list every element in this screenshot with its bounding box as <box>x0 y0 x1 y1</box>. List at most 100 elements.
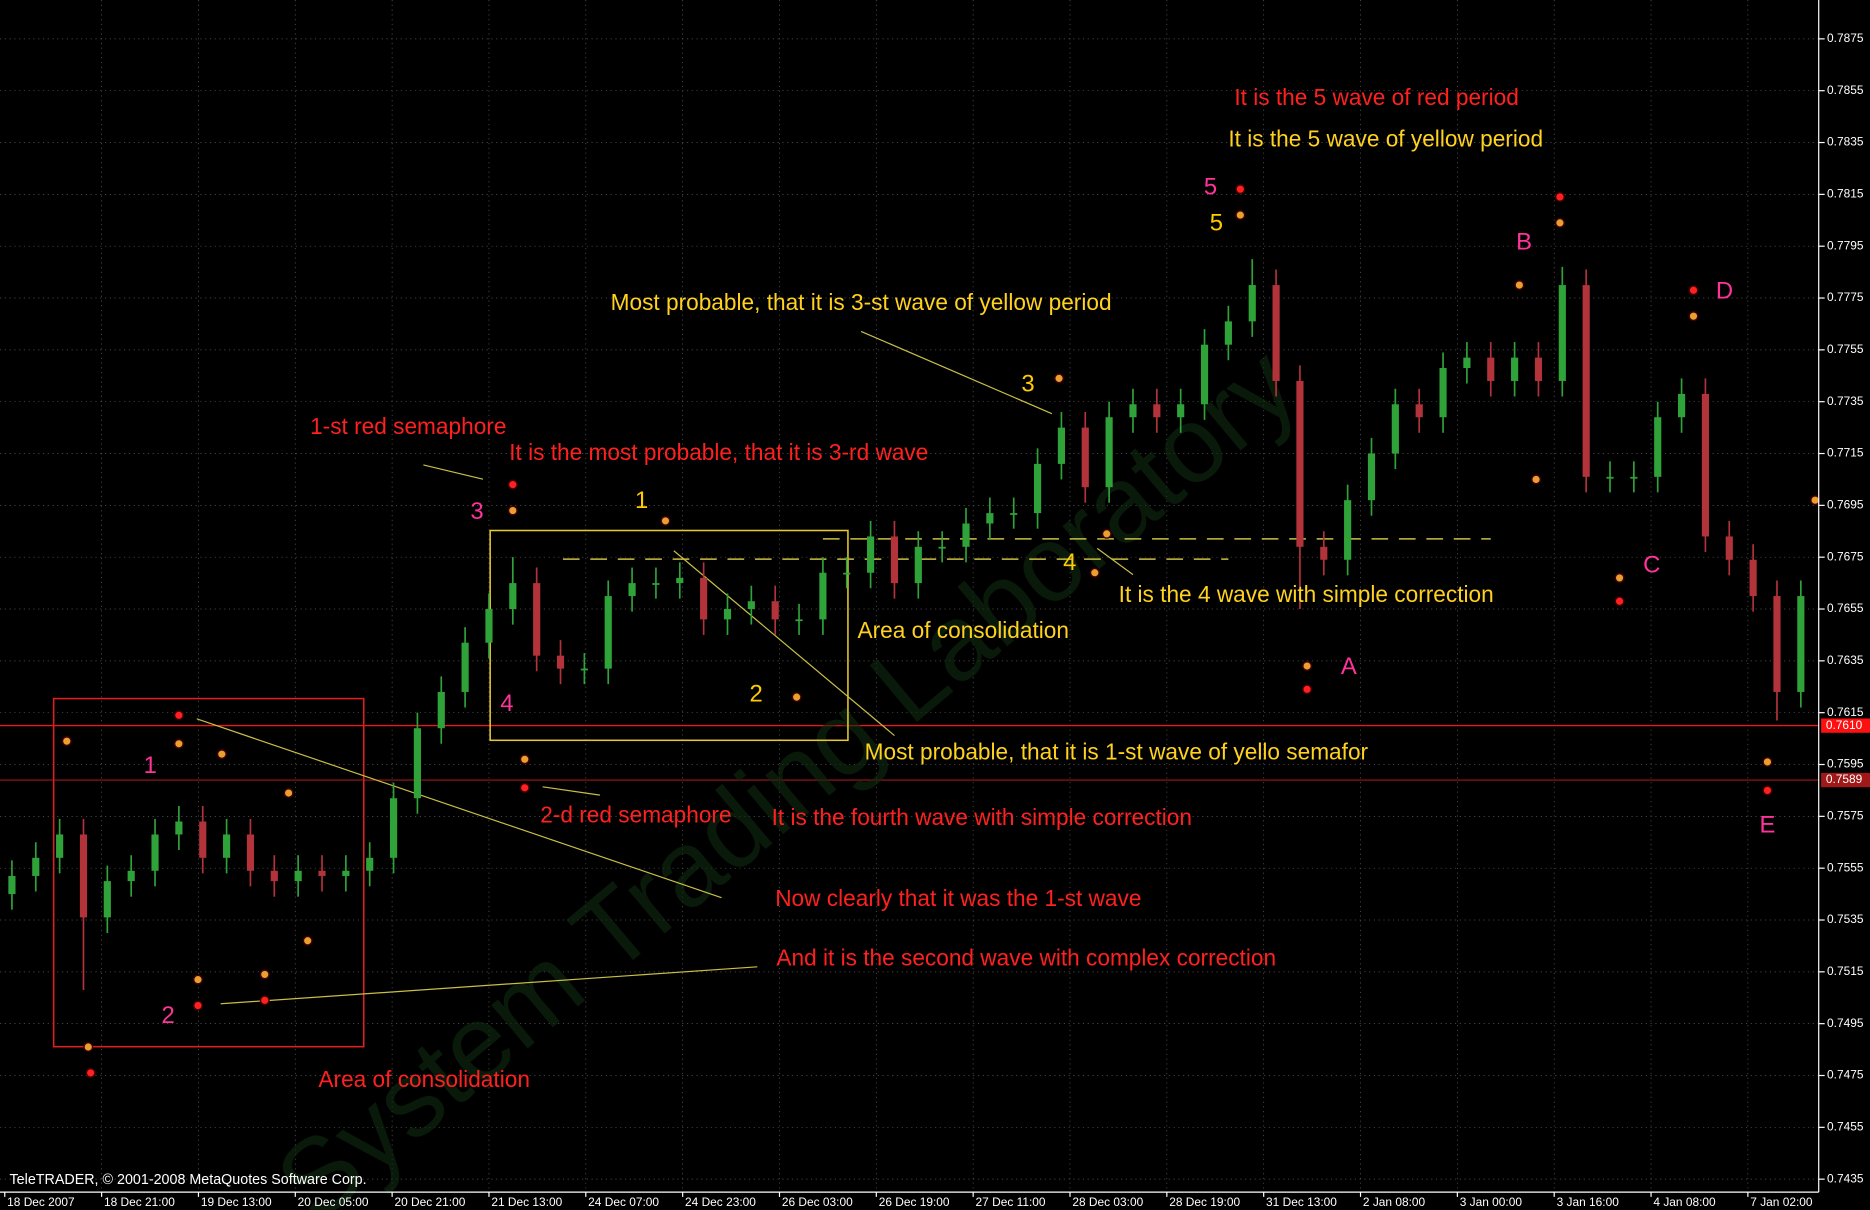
pointer-line <box>423 464 484 480</box>
semaphore-dot <box>216 749 227 760</box>
price-label: 0.7589 <box>1826 772 1863 786</box>
candle-body <box>175 821 183 835</box>
candle-body <box>1701 393 1709 537</box>
semaphore-dot <box>519 782 530 793</box>
candle-body <box>1677 393 1686 418</box>
semaphore-dot <box>173 738 184 749</box>
candle-body <box>1177 404 1185 418</box>
candle-body <box>32 857 40 876</box>
candle-body <box>79 834 88 918</box>
candle-body <box>1534 357 1543 381</box>
candle-body <box>1391 404 1399 454</box>
x-tick-label: 18 Dec 21:00 <box>104 1195 175 1209</box>
price-label-box <box>1821 718 1870 733</box>
pointer-line <box>196 718 722 899</box>
y-tick-label: 0.7835 <box>1827 135 1864 149</box>
annotation: It is the most probable, that it is 3-rd… <box>509 439 928 465</box>
semaphore-dot <box>791 692 802 703</box>
candle-body <box>103 881 111 918</box>
candle-body <box>747 601 755 610</box>
x-tick-label: 31 Dec 13:00 <box>1266 1195 1337 1209</box>
annotation: It is the 4 wave with simple correction <box>1119 581 1494 607</box>
candle-body <box>914 546 922 584</box>
candle-body <box>1558 285 1566 381</box>
candle-body <box>151 834 159 871</box>
candle-body <box>723 609 732 620</box>
annotation: And it is the second wave with complex c… <box>776 945 1276 971</box>
candle-body <box>199 821 207 858</box>
semaphore-dot <box>1302 661 1313 672</box>
candle-body <box>1654 417 1662 477</box>
semaphore-dot <box>1688 311 1699 322</box>
candle-body <box>366 857 374 871</box>
candle-body <box>1248 285 1256 322</box>
y-tick-label: 0.7495 <box>1827 1016 1864 1030</box>
semaphore-dot <box>1554 191 1565 202</box>
candle-body <box>819 572 827 620</box>
candle-body <box>986 513 994 524</box>
candle-body <box>1797 596 1805 692</box>
y-tick-label: 0.7675 <box>1827 549 1864 563</box>
candle-body <box>127 870 135 882</box>
x-tick-label: 4 Jan 08:00 <box>1653 1195 1716 1209</box>
semaphore-dot <box>1762 785 1773 796</box>
candle-body <box>1606 476 1614 479</box>
candle-body <box>437 691 445 729</box>
candle-body <box>294 870 302 882</box>
semaphore-dot <box>1614 572 1625 583</box>
candle-body <box>1725 536 1733 560</box>
semaphore-dot <box>1514 280 1525 291</box>
price-label: 0.7610 <box>1826 718 1863 732</box>
semaphore-dot <box>83 1041 94 1052</box>
candle-body <box>843 572 851 575</box>
candle-body <box>509 583 517 610</box>
annotation: 1-st red semaphore <box>310 413 506 439</box>
annotation: It is the 5 wave of red period <box>1234 84 1518 110</box>
semaphore-dot <box>507 479 518 490</box>
x-tick-label: 3 Jan 16:00 <box>1557 1195 1620 1209</box>
annotation: Most probable, that it is 1-st wave of y… <box>865 738 1369 764</box>
semaphore-dot <box>1810 495 1821 506</box>
y-tick-label: 0.7735 <box>1827 394 1864 408</box>
semaphore-dot <box>283 788 294 799</box>
semaphore-dot <box>1762 756 1773 767</box>
y-tick-label: 0.7515 <box>1827 964 1864 978</box>
candle-body <box>1487 357 1495 381</box>
y-tick-label: 0.7555 <box>1827 860 1864 874</box>
candle-body <box>556 655 565 669</box>
candle-body <box>771 601 779 620</box>
semaphore-dot <box>192 974 203 985</box>
candle-body <box>890 536 899 584</box>
candle-body <box>246 834 255 871</box>
candle-body <box>676 577 684 584</box>
x-tick-label: 7 Jan 02:00 <box>1750 1195 1813 1209</box>
semaphore-dot <box>1531 474 1542 485</box>
annotation: Area of consolidation <box>318 1066 529 1092</box>
pointer-line <box>220 966 758 1005</box>
price-label-box <box>1821 772 1870 788</box>
wave-label: 3 <box>1021 370 1034 397</box>
y-tick-label: 0.7435 <box>1827 1171 1864 1185</box>
wave-label: 1 <box>635 487 648 514</box>
candle-body <box>413 728 421 799</box>
pointer-line <box>542 786 600 796</box>
wave-label: C <box>1643 552 1660 579</box>
candle-body <box>318 870 326 876</box>
wave-label: D <box>1716 277 1733 304</box>
y-tick-label: 0.7455 <box>1827 1119 1864 1133</box>
y-tick-label: 0.7475 <box>1827 1068 1864 1082</box>
candle-body <box>938 546 946 549</box>
candle-body <box>628 583 636 597</box>
candle-body <box>1582 285 1590 477</box>
candle-body <box>1320 546 1328 560</box>
candle-body <box>56 834 64 858</box>
candle-body <box>1224 321 1232 345</box>
semaphore-dot <box>1054 373 1065 384</box>
y-tick-label: 0.7535 <box>1827 912 1864 926</box>
semaphore-dot <box>259 995 270 1006</box>
candle-body <box>1081 427 1089 488</box>
semaphore-dot <box>192 1000 203 1011</box>
wave-label: 5 <box>1204 174 1217 201</box>
candle-body <box>580 668 588 671</box>
x-tick-label: 20 Dec 21:00 <box>395 1195 466 1209</box>
